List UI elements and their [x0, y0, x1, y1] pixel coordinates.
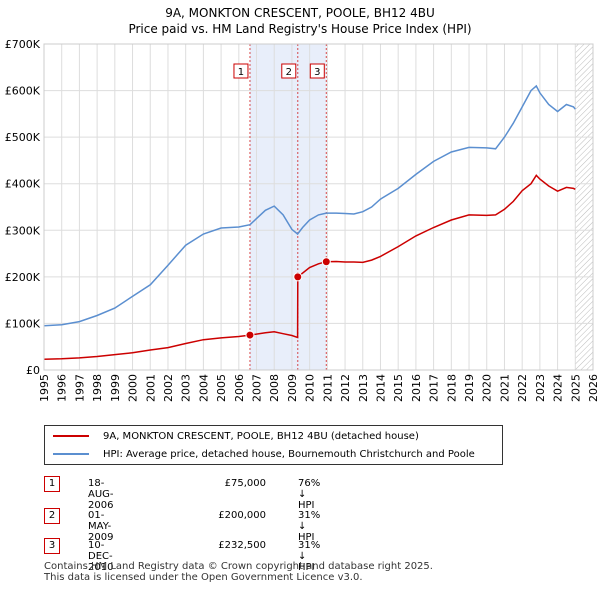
x-tick-label: 2015: [392, 374, 405, 402]
x-tick-label: 2020: [481, 374, 494, 402]
x-tick-label: 2024: [552, 374, 565, 402]
transaction-number: 2: [44, 508, 60, 524]
y-tick-label: £600K: [5, 85, 41, 98]
x-tick-label: 1996: [56, 374, 69, 402]
x-tick-label: 1999: [109, 374, 122, 402]
x-tick-label: 2012: [339, 374, 352, 402]
x-tick-label: 2001: [144, 374, 157, 402]
x-tick-label: 2005: [215, 374, 228, 402]
x-tick-label: 2019: [463, 374, 476, 402]
transaction-number: 3: [44, 538, 60, 554]
transaction-date: 01-MAY-2009: [88, 510, 114, 543]
transaction-price: £75,000: [224, 478, 266, 489]
y-tick-label: £300K: [5, 224, 41, 237]
legend-blue-swatch: [53, 453, 89, 455]
chart-title: 9A, MONKTON CRESCENT, POOLE, BH12 4BU: [165, 6, 435, 20]
transaction-date: 18-AUG-2006: [88, 478, 114, 511]
y-tick-label: £500K: [5, 131, 41, 144]
ownership-shade: [249, 44, 327, 370]
sale-label-box: [233, 63, 249, 79]
x-tick-label: 2023: [534, 374, 547, 402]
legend-property-label: 9A, MONKTON CRESCENT, POOLE, BH12 4BU (d…: [103, 430, 419, 442]
transaction-date: 10-DEC-2010: [88, 540, 114, 573]
x-tick-label: 2007: [251, 374, 264, 402]
transaction-price: £232,500: [218, 540, 266, 551]
legend: 9A, MONKTON CRESCENT, POOLE, BH12 4BU (d…: [44, 425, 503, 465]
price-paid-line: [43, 174, 576, 361]
sale-point: [321, 257, 331, 267]
x-tick-label: 2022: [516, 374, 529, 402]
plot-frame: [43, 43, 594, 371]
forecast-region: [575, 44, 593, 370]
transaction-hpi: 31% ↓ HPI: [298, 510, 321, 543]
x-tick-label: 1998: [91, 374, 104, 402]
y-tick-label: £700K: [5, 38, 41, 51]
transaction-hpi: 31% ↓ HPI: [298, 540, 321, 573]
footer-license: This data is licensed under the Open Gov…: [44, 572, 363, 583]
x-tick-label: 2010: [304, 374, 317, 402]
transaction-price: £200,000: [218, 510, 266, 521]
sale-label-box: [281, 63, 297, 79]
transaction-number: 1: [44, 476, 60, 492]
x-tick-label: 2021: [498, 374, 511, 402]
x-tick-label: 2009: [286, 374, 299, 402]
hpi-line: [43, 84, 576, 327]
x-tick-label: 2004: [197, 374, 210, 402]
x-tick-label: 2014: [374, 374, 387, 402]
x-tick-label: 2013: [357, 374, 370, 402]
x-tick-label: 1995: [38, 374, 51, 402]
x-tick-label: 2003: [180, 374, 193, 402]
x-tick-label: 2026: [587, 374, 600, 402]
x-tick-label: 2025: [569, 374, 582, 402]
sale-point: [293, 272, 303, 282]
sale-label-box: [309, 63, 325, 79]
x-tick-label: 2002: [162, 374, 175, 402]
transaction-hpi: 76% ↓ HPI: [298, 478, 321, 511]
legend-item-property: 9A, MONKTON CRESCENT, POOLE, BH12 4BU (d…: [53, 428, 419, 444]
sale-label: 1: [238, 67, 244, 78]
x-tick-label: 2016: [410, 374, 423, 402]
legend-item-hpi: HPI: Average price, detached house, Bour…: [53, 446, 475, 462]
sale-point: [245, 330, 255, 340]
y-tick-label: £200K: [5, 271, 41, 284]
price-chart: 1 2 3 £0 £100K £200K £300K £400K £500K £600K £700K…: [5, 38, 600, 402]
x-tick-label: 1997: [73, 374, 86, 402]
legend-red-swatch: [53, 435, 89, 437]
y-tick-label: £100K: [5, 317, 41, 330]
y-tick-label: £400K: [5, 178, 41, 191]
y-tick-label: £0: [26, 364, 40, 377]
footer-copyright: Contains HM Land Registry data © Crown c…: [44, 561, 433, 572]
x-tick-label: 2008: [268, 374, 281, 402]
sale-label: 2: [286, 67, 292, 78]
legend-hpi-label: HPI: Average price, detached house, Bour…: [103, 448, 475, 460]
sale-label: 3: [314, 67, 320, 78]
x-tick-label: 2000: [127, 374, 140, 402]
x-tick-label: 2018: [445, 374, 458, 402]
x-tick-label: 2006: [233, 374, 246, 402]
chart-subtitle: Price paid vs. HM Land Registry's House …: [128, 22, 472, 36]
x-tick-label: 2017: [428, 374, 441, 402]
x-tick-label: 2011: [321, 374, 334, 402]
